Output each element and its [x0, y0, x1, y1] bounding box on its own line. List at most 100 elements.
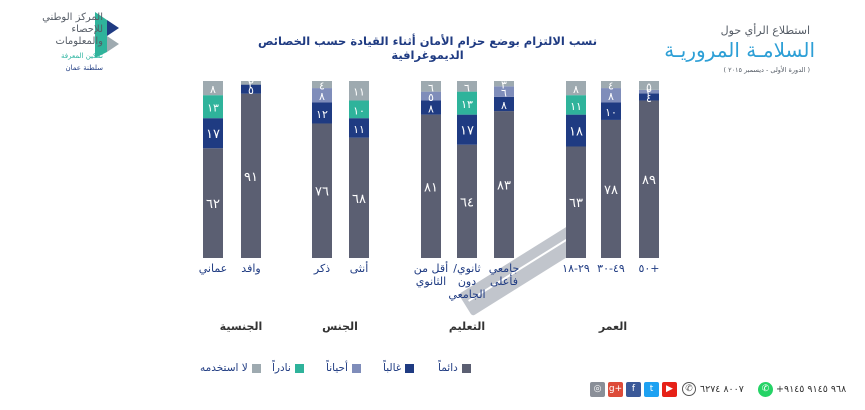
google-plus-icon[interactable]: g+: [608, 382, 623, 397]
legend-item: أحياناً: [326, 360, 361, 376]
twitter-icon[interactable]: t: [644, 382, 659, 397]
category-label: أنثى: [350, 261, 369, 275]
bar-value-label: ٨٣: [497, 179, 511, 194]
logo-line-2: للإحصاء: [71, 24, 103, 35]
category-label: جامعي: [489, 262, 520, 275]
youtube-icon[interactable]: ▶: [662, 382, 677, 397]
category-label: دون: [458, 275, 476, 288]
group-label: الجنس: [322, 320, 358, 333]
bar-value-label: ١٣: [207, 102, 219, 115]
bar-value-label: ١٨: [569, 125, 583, 140]
bar-segment: [203, 81, 223, 96]
bar-segment: [203, 118, 223, 149]
bar-segment: [349, 137, 369, 258]
legend-item: لا استخدمه: [200, 360, 261, 376]
phone-number[interactable]: ٨٠٠٧ ٦٢٧٤: [700, 384, 744, 395]
logo-country: سلطنة عمان: [65, 64, 103, 72]
bar-value-label: ٨: [210, 83, 216, 96]
bar-segment: [639, 81, 659, 90]
instagram-icon[interactable]: ◎: [590, 382, 605, 397]
bar-segment: [457, 81, 477, 92]
legend-label: أحياناً: [326, 362, 348, 374]
legend-item: غالباً: [383, 360, 415, 376]
ncsi-logo: المركز الوطني للإحصاء والمعلومات تمكين ا…: [5, 10, 125, 76]
group-label: الجنسية: [220, 320, 263, 333]
bar-value-label: ٧٦: [315, 185, 329, 200]
bar-segment: [566, 146, 586, 258]
bar-value-label: ٦٢: [206, 197, 220, 212]
whatsapp-number[interactable]: +٩٦٨ ٩١٤٥ ٩١٤٥: [776, 384, 847, 395]
legend-label: لا استخدمه: [200, 362, 248, 374]
category-label: وافد: [241, 262, 260, 275]
bar-value-label: ٥: [646, 80, 652, 93]
bar-value-label: ١٠: [353, 104, 365, 117]
bar-value-label: ٨٩: [642, 173, 656, 188]
legend-label: دائماً: [438, 362, 458, 374]
legend-swatch: [405, 363, 415, 373]
bar-segment: [421, 114, 441, 258]
bar-segment: [421, 81, 441, 92]
bar-segment: [566, 95, 586, 115]
legend-item: نادراً: [272, 360, 304, 376]
logo-tagline: تمكين المعرفة: [61, 52, 103, 60]
bar-segment: [349, 118, 369, 138]
bar-value-label: ٦: [501, 87, 507, 100]
bar-value-label: ٦: [428, 81, 434, 94]
survey-label: استطلاع الرأي حول: [720, 24, 810, 37]
bar-segment: [494, 96, 514, 112]
whatsapp-icon: ✆: [758, 382, 773, 397]
category-label: فأعلى: [490, 273, 518, 288]
legend-label: غالباً: [383, 362, 402, 374]
bar-value-label: ١٢: [316, 108, 328, 121]
category-label: ٢٩-١٨: [562, 262, 590, 275]
bar-value-label: ٢: [248, 78, 254, 91]
bar-value-label: ٨: [501, 99, 507, 112]
logo-mark-icon: [95, 12, 119, 58]
phone-icon: ✆: [682, 382, 696, 396]
logo-line-3: والمعلومات: [55, 36, 103, 47]
footer-contact: ◎ g+ f t ▶ ✆ ٨٠٠٧ ٦٢٧٤ ✆ +٩٦٨ ٩١٤٥ ٩١٤٥: [590, 382, 860, 400]
bar-value-label: ٢: [646, 87, 652, 100]
category-label: ذكر: [313, 262, 330, 275]
bar-segment: [601, 88, 621, 103]
bar-segment: [494, 86, 514, 97]
category-label: ٤٩-٣٠: [597, 262, 625, 275]
legend-label: نادراً: [272, 362, 291, 374]
survey-title: السلامـة المروريـة: [664, 38, 815, 62]
bar-segment: [312, 88, 332, 103]
bar-segment: [203, 148, 223, 258]
category-label: أقل من: [414, 261, 448, 275]
bar-segment: [312, 102, 332, 124]
bar-segment: [494, 111, 514, 258]
bar-segment: [421, 100, 441, 115]
bar-value-label: ٩١: [244, 170, 258, 185]
bar-value-label: ٥: [428, 91, 434, 104]
bar-segment: [312, 123, 332, 258]
chart-title: نسب الالتزام بوضع حزام الأمان أثناء القي…: [257, 34, 598, 62]
bar-value-label: ٥: [248, 84, 254, 97]
bar-value-label: ٧٨: [604, 183, 618, 198]
survey-period: ( الدورة الأولى - ديسمبر ٢٠١٥ ): [723, 66, 810, 74]
bar-segment: [639, 93, 659, 101]
group-label: العمر: [598, 320, 627, 333]
bar-segment: [639, 100, 659, 258]
logo-line-1: المركز الوطني: [42, 12, 103, 23]
bar-segment: [241, 93, 261, 259]
bar-value-label: ٦٤: [460, 195, 474, 210]
bar-value-label: ١١: [570, 100, 582, 113]
category-label: الجامعي: [448, 288, 485, 301]
bar-segment: [566, 81, 586, 96]
bar-value-label: ٨: [319, 90, 325, 103]
bar-segment: [566, 114, 586, 147]
bar-value-label: ٨: [608, 90, 614, 103]
bar-value-label: ٦٨: [352, 192, 366, 207]
bar-value-label: ٤: [646, 92, 652, 105]
bar-segment: [601, 102, 621, 120]
category-label: عماني: [199, 262, 228, 275]
bar-segment: [349, 100, 369, 119]
bar-value-label: ١١: [353, 123, 365, 136]
bar-segment: [457, 144, 477, 258]
facebook-icon[interactable]: f: [626, 382, 641, 397]
bar-segment: [457, 91, 477, 115]
